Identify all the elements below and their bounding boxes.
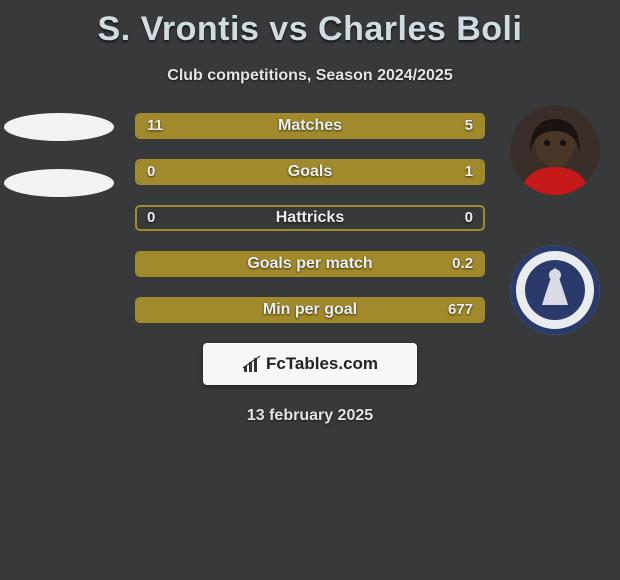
bar-label: Goals per match <box>137 253 483 275</box>
bar-chart-icon <box>242 354 262 374</box>
bar-label: Hattricks <box>137 207 483 229</box>
bar-label: Min per goal <box>137 299 483 321</box>
bar-label: Goals <box>137 161 483 183</box>
player-placeholder <box>4 169 114 197</box>
stat-bar: 677Min per goal <box>135 297 485 323</box>
comparison-area: 115Matches 01Goals 00Hattricks 0.2Goals per… <box>0 113 620 425</box>
player-placeholder <box>4 113 114 141</box>
stat-bars: 115Matches 01Goals 00Hattricks 0.2Goals per… <box>135 113 485 323</box>
date-text: 13 february 2025 <box>0 407 620 425</box>
stat-bar: 115Matches <box>135 113 485 139</box>
bar-label: Matches <box>137 115 483 137</box>
subtitle: Club competitions, Season 2024/2025 <box>0 67 620 85</box>
logo-text: FcTables.com <box>266 354 378 374</box>
fctables-logo: FcTables.com <box>203 343 417 385</box>
stat-bar: 01Goals <box>135 159 485 185</box>
stat-bar: 0.2Goals per match <box>135 251 485 277</box>
right-club-badge <box>510 245 600 335</box>
right-player-avatar <box>510 105 600 195</box>
page-title: S. Vrontis vs Charles Boli <box>0 0 620 49</box>
stat-bar: 00Hattricks <box>135 205 485 231</box>
